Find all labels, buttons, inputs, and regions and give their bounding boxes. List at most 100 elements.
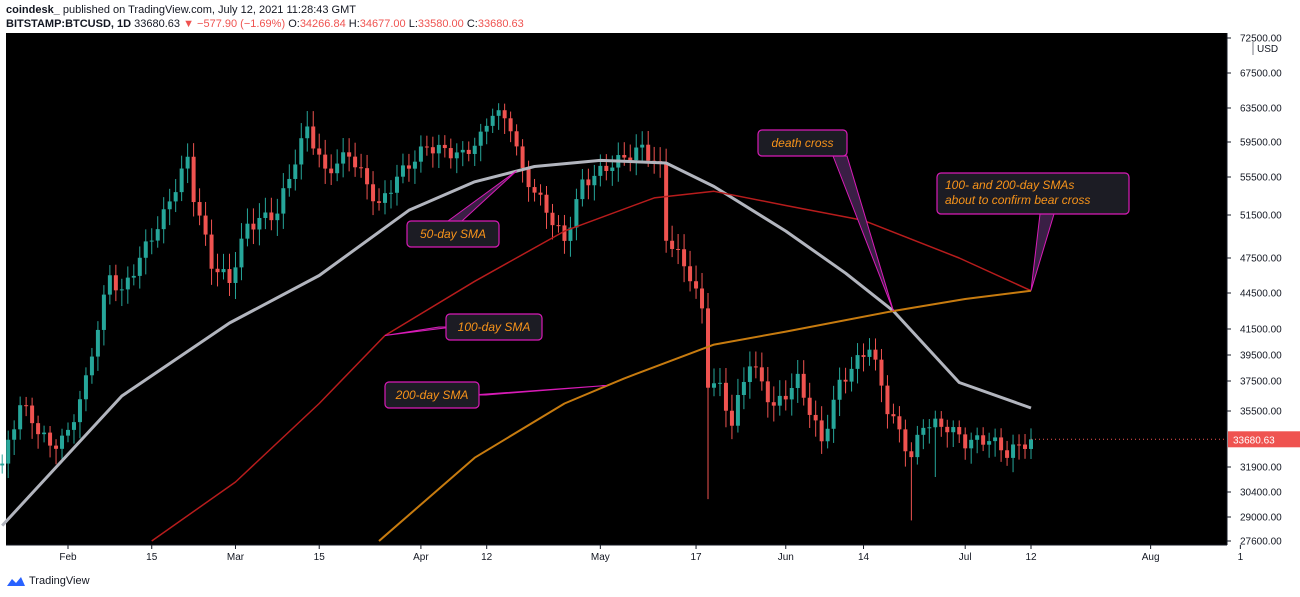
candle-body — [694, 281, 699, 289]
candle-body — [472, 145, 477, 154]
candle-body — [610, 167, 615, 171]
candle-body — [442, 144, 447, 149]
candle-body — [849, 368, 854, 382]
y-tick-label: 27600.00 — [1240, 537, 1282, 548]
x-tick-label: 14 — [858, 552, 870, 563]
callout-200-day-sma: 200-day SMA — [384, 381, 607, 409]
callout-box — [936, 172, 1130, 215]
candle-body — [251, 223, 256, 230]
callout-box — [384, 381, 480, 409]
y-tick-label: 51500.00 — [1240, 211, 1282, 222]
change-value: −577.90 (−1.69%) — [197, 18, 286, 30]
callout-text: death cross — [771, 136, 833, 150]
candle-body — [353, 156, 358, 168]
candle-body — [706, 308, 711, 388]
candle-body — [861, 355, 866, 357]
callout-box — [406, 220, 500, 248]
candle-body — [562, 225, 567, 241]
candle-body — [969, 439, 974, 449]
callout-text: about to confirm bear cross — [945, 193, 1090, 207]
close-value: 33680.63 — [477, 18, 524, 30]
y-tick-label: 63500.00 — [1240, 104, 1282, 115]
candle-body — [981, 435, 986, 445]
publish-line: coindesk_ published on TradingView.com, … — [6, 4, 356, 16]
candle-body — [855, 355, 860, 369]
candle-body — [185, 156, 190, 169]
candle-body — [574, 199, 579, 228]
candle-body — [71, 422, 76, 430]
candle-body — [341, 152, 346, 164]
candle-body — [412, 161, 417, 169]
y-tick-label: 44500.00 — [1240, 289, 1282, 300]
candle-body — [586, 179, 591, 186]
candle-body — [682, 249, 687, 267]
candle-body — [819, 420, 824, 442]
candle-body — [245, 223, 250, 239]
candle-body — [287, 178, 292, 189]
tradingview-logo-icon[interactable] — [6, 575, 26, 587]
candle-body — [957, 427, 962, 435]
candle-body — [717, 382, 722, 384]
candle-body — [239, 238, 244, 268]
candle-body — [879, 359, 884, 386]
candle-body — [0, 463, 5, 466]
candle-body — [550, 212, 555, 226]
candle-body — [119, 289, 124, 291]
candle-body — [6, 439, 11, 464]
candle-body — [383, 193, 388, 203]
currency-label: USD — [1257, 44, 1278, 55]
candle-body — [670, 240, 675, 249]
candle-body — [921, 427, 926, 435]
candle-body — [604, 165, 609, 171]
publisher-name[interactable]: coindesk_ — [6, 4, 60, 16]
y-axis: 72500.00 67500.00 63500.00 59500.00 55500.00… — [1031, 33, 1300, 548]
candle-body — [532, 187, 537, 193]
callout-100-day-sma: 100-day SMA — [384, 313, 543, 341]
candle-body — [311, 126, 316, 149]
candle-body — [257, 217, 262, 230]
candle-body — [927, 427, 932, 429]
y-axis-background — [1227, 33, 1300, 545]
last-price: 33680.63 — [134, 18, 181, 30]
candle-body — [418, 146, 423, 162]
x-tick-label: Jun — [778, 552, 794, 563]
candle-body — [101, 294, 106, 330]
candle-body — [227, 269, 232, 283]
candle-body — [54, 445, 59, 449]
sma-line — [151, 190, 1032, 542]
x-tick-label: 1 — [1238, 552, 1244, 563]
high-value: 34677.00 — [359, 18, 406, 30]
footer-brand[interactable]: TradingView — [29, 575, 90, 587]
x-tick-label: 15 — [146, 552, 158, 563]
candle-body — [837, 379, 842, 400]
candle-body — [807, 397, 812, 415]
candle-body — [335, 163, 340, 174]
candle-body — [502, 110, 507, 119]
y-tick-label: 47500.00 — [1240, 254, 1282, 265]
candle-body — [460, 149, 465, 153]
candle-body — [137, 257, 142, 276]
y-tick-label: 35500.00 — [1240, 407, 1282, 418]
candle-body — [454, 152, 459, 159]
sma-line — [378, 289, 1032, 542]
candle-body — [873, 349, 878, 360]
candle-body — [789, 388, 794, 400]
candle-body — [993, 437, 998, 442]
candle-body — [688, 266, 693, 282]
last-price-label: 33680.63 — [1233, 435, 1275, 446]
y-tick-label: 37500.00 — [1240, 377, 1282, 388]
high-label: H: — [348, 18, 360, 30]
open-label: O: — [288, 18, 300, 30]
x-tick-label: 17 — [690, 552, 702, 563]
candle-body — [568, 227, 573, 241]
candle-body — [831, 399, 836, 429]
ohlc-line: BITSTAMP:BTCUSD, 1D 33680.63 ▼ −577.90 (… — [6, 18, 524, 30]
candle-body — [765, 381, 770, 403]
candle-body — [466, 149, 471, 154]
candle-body — [729, 410, 734, 426]
candle-body — [12, 429, 17, 440]
y-tick-label: 31900.00 — [1240, 463, 1282, 474]
candle-body — [747, 366, 752, 382]
candle-body — [394, 176, 399, 193]
